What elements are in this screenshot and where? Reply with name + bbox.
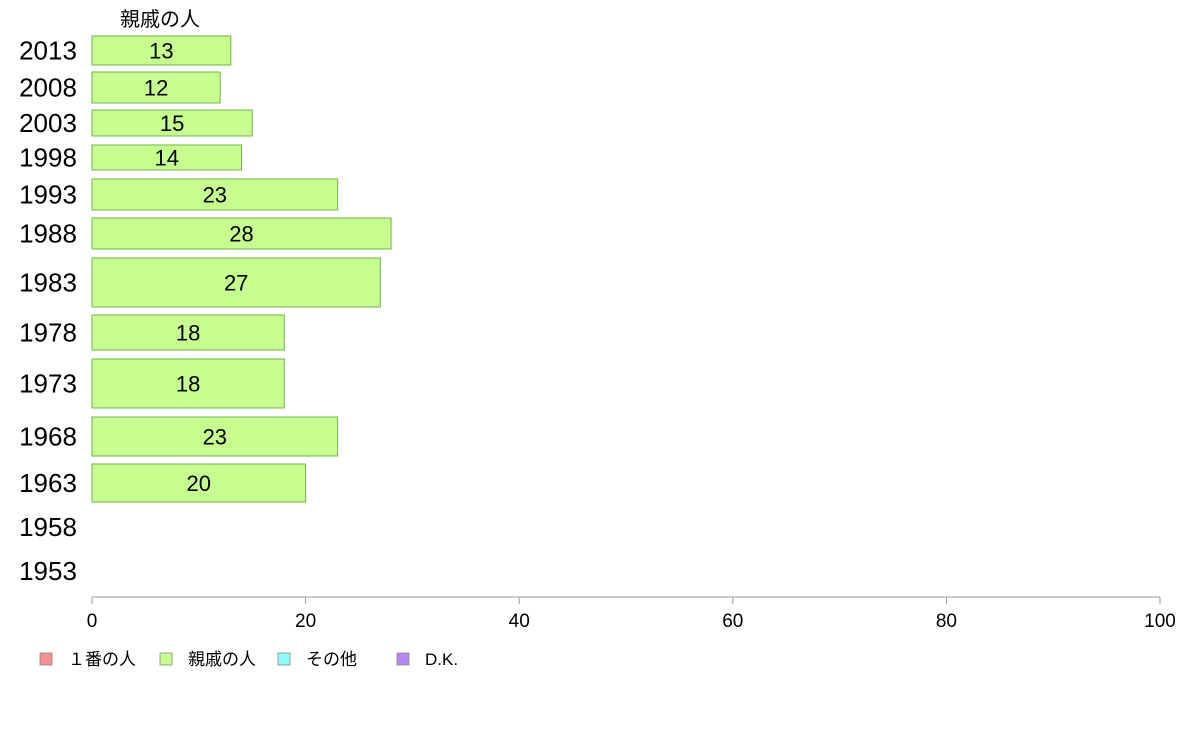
legend-swatch: [396, 652, 410, 666]
bar: [91, 144, 243, 171]
y-tick-label: 2003: [19, 108, 77, 138]
x-tick-label: 0: [87, 611, 98, 632]
legend-label: １番の人: [68, 650, 136, 669]
y-tick-label: 2013: [19, 36, 77, 66]
bar-value-label: 27: [224, 271, 248, 296]
x-tick-label: 60: [722, 611, 743, 632]
y-tick-label: 1998: [19, 143, 77, 173]
legend-swatch: [277, 652, 291, 666]
bar: [91, 71, 221, 104]
y-tick-label: 1993: [19, 180, 77, 210]
bar-value-label: 14: [155, 146, 179, 171]
bar: [91, 217, 392, 250]
legend-swatch: [159, 652, 173, 666]
legend: １番の人 親戚の人 その他 D.K.: [39, 650, 458, 669]
x-tick-label: 100: [1144, 611, 1176, 632]
bar-value-label: 12: [144, 76, 168, 101]
bar-value-label: 18: [176, 372, 200, 397]
bar: [91, 314, 285, 351]
bars-layer: 2013 13 2008 12 2003 15 1998 14 1993 23 1988 28 1983…: [19, 35, 392, 586]
y-tick-label: 1953: [19, 556, 77, 586]
bar-value-label: 23: [203, 425, 227, 450]
legend-label: D.K.: [425, 650, 458, 669]
bar: [91, 257, 381, 308]
bar: [91, 35, 232, 66]
y-tick-label: 1988: [19, 219, 77, 249]
bar-value-label: 15: [160, 111, 184, 136]
y-tick-label: 1963: [19, 468, 77, 498]
bar: [91, 358, 285, 409]
legend-swatch: [39, 652, 53, 666]
bar-value-label: 20: [187, 471, 211, 496]
bar: [91, 109, 253, 137]
x-axis: 0 20 40 60 80 100: [87, 596, 1176, 632]
series-title: 親戚の人: [120, 8, 200, 31]
bar: [91, 178, 339, 211]
bar-value-label: 23: [203, 183, 227, 208]
y-tick-label: 1983: [19, 268, 77, 298]
bar-value-label: 13: [149, 39, 173, 64]
legend-label: 親戚の人: [188, 650, 256, 669]
bar: [91, 416, 339, 457]
bar-value-label: 28: [229, 222, 253, 247]
x-tick-label: 80: [936, 611, 957, 632]
y-tick-label: 1968: [19, 422, 77, 452]
y-tick-label: 1973: [19, 369, 77, 399]
y-tick-label: 2008: [19, 73, 77, 103]
x-tick-label: 20: [295, 611, 316, 632]
legend-label: その他: [306, 650, 357, 669]
x-tick-label: 40: [509, 611, 530, 632]
y-tick-label: 1958: [19, 512, 77, 542]
bar: [91, 463, 307, 503]
bar-value-label: 18: [176, 321, 200, 346]
y-tick-label: 1978: [19, 318, 77, 348]
